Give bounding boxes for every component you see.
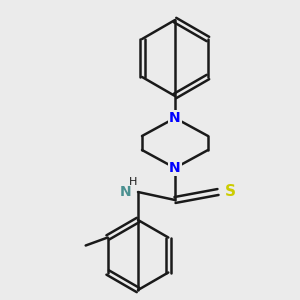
Text: S: S xyxy=(225,184,236,200)
Text: N: N xyxy=(169,161,181,175)
Text: N: N xyxy=(119,185,131,199)
Text: N: N xyxy=(169,111,181,125)
Text: H: H xyxy=(129,177,137,187)
